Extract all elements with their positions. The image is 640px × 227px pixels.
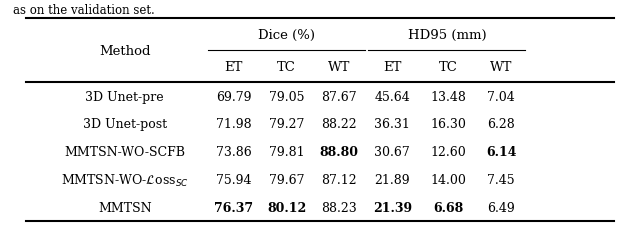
Text: 79.81: 79.81	[269, 146, 305, 159]
Text: TC: TC	[277, 60, 296, 74]
Text: 87.12: 87.12	[321, 173, 357, 186]
Text: 30.67: 30.67	[374, 146, 410, 159]
Text: MMTSN-WO-$\mathcal{L}$oss$_{SC}$: MMTSN-WO-$\mathcal{L}$oss$_{SC}$	[61, 172, 189, 188]
Text: 79.27: 79.27	[269, 118, 305, 131]
Text: 88.80: 88.80	[320, 146, 358, 159]
Text: 69.79: 69.79	[216, 90, 252, 103]
Text: WT: WT	[490, 60, 512, 74]
Text: HD95 (mm): HD95 (mm)	[408, 29, 486, 42]
Text: 79.05: 79.05	[269, 90, 305, 103]
Text: 71.98: 71.98	[216, 118, 252, 131]
Text: 87.67: 87.67	[321, 90, 357, 103]
Text: 6.68: 6.68	[433, 201, 463, 214]
Text: 3D Unet-post: 3D Unet-post	[83, 118, 167, 131]
Text: 76.37: 76.37	[214, 201, 253, 214]
Text: 45.64: 45.64	[374, 90, 410, 103]
Text: 12.60: 12.60	[430, 146, 466, 159]
Text: MMTSN: MMTSN	[98, 201, 152, 214]
Text: ET: ET	[225, 60, 243, 74]
Text: as on the validation set.: as on the validation set.	[13, 4, 154, 17]
Text: 80.12: 80.12	[267, 201, 307, 214]
Text: 16.30: 16.30	[430, 118, 466, 131]
Text: 6.14: 6.14	[486, 146, 516, 159]
Text: 13.48: 13.48	[430, 90, 466, 103]
Text: 7.45: 7.45	[487, 173, 515, 186]
Text: 7.04: 7.04	[487, 90, 515, 103]
Text: 88.22: 88.22	[321, 118, 357, 131]
Text: WT: WT	[328, 60, 350, 74]
Text: TC: TC	[438, 60, 458, 74]
Text: 88.23: 88.23	[321, 201, 357, 214]
Text: 36.31: 36.31	[374, 118, 410, 131]
Text: 21.89: 21.89	[374, 173, 410, 186]
Text: 6.49: 6.49	[487, 201, 515, 214]
Text: 3D Unet-pre: 3D Unet-pre	[86, 90, 164, 103]
Text: 21.39: 21.39	[372, 201, 412, 214]
Text: 73.86: 73.86	[216, 146, 252, 159]
Text: ET: ET	[383, 60, 401, 74]
Text: MMTSN-WO-SCFB: MMTSN-WO-SCFB	[64, 146, 186, 159]
Text: 75.94: 75.94	[216, 173, 252, 186]
Text: Method: Method	[99, 44, 150, 58]
Text: 6.28: 6.28	[487, 118, 515, 131]
Text: 14.00: 14.00	[430, 173, 466, 186]
Text: 79.67: 79.67	[269, 173, 305, 186]
Text: Dice (%): Dice (%)	[258, 29, 315, 42]
